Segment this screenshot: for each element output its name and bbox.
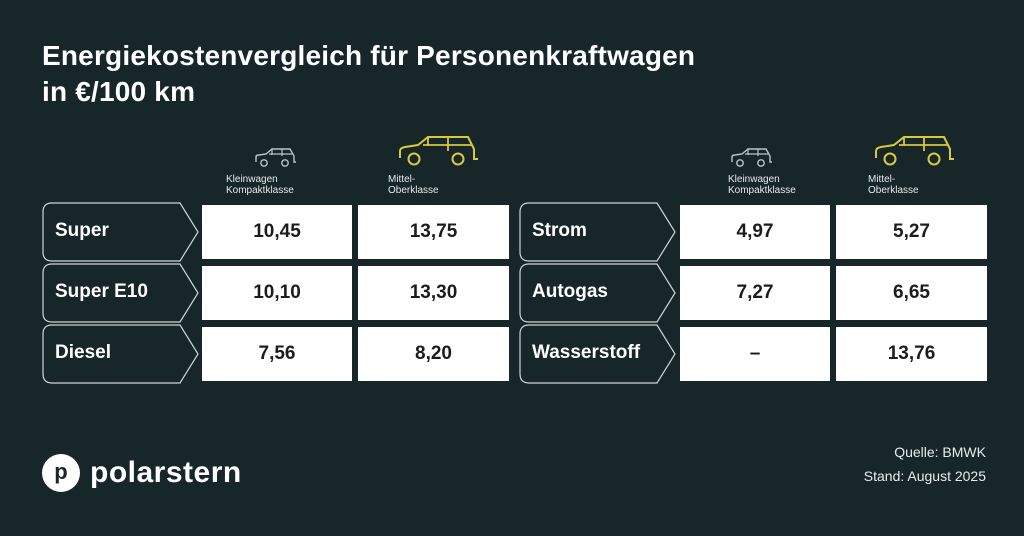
- fuel-label-strom: Strom: [519, 202, 677, 262]
- column-header-large-left: Mittel- Oberklasse: [388, 134, 482, 196]
- column-label-line1: Mittel-: [388, 174, 416, 185]
- column-label-line1: Mittel-: [868, 174, 896, 185]
- fuel-label-super: Super: [42, 202, 200, 262]
- column-header-large-right: Mittel- Oberklasse: [868, 134, 958, 196]
- source-note: Quelle: BMWK Stand: August 2025: [864, 440, 986, 488]
- brand-name: polarstern: [90, 456, 242, 489]
- date-line: Stand: August 2025: [863, 468, 986, 484]
- cell-wasserstoff-small: –: [680, 327, 830, 381]
- column-label-line2: Kompaktklasse: [226, 185, 294, 196]
- cell-super-e10-small: 10,10: [202, 266, 352, 320]
- cell-diesel-large: 8,20: [358, 327, 509, 381]
- source-line: Quelle: BMWK: [894, 444, 986, 460]
- fuel-label-diesel: Diesel: [42, 324, 200, 384]
- fuel-label-wasserstoff: Wasserstoff: [519, 324, 677, 384]
- car-large-icon: [875, 136, 954, 166]
- fuel-label-autogas: Autogas: [519, 263, 677, 323]
- title-line-2: in €/100 km: [42, 76, 196, 107]
- cell-super-small: 10,45: [202, 205, 352, 259]
- fuel-label-super-e10: Super E10: [42, 263, 200, 323]
- cell-wasserstoff-large: 13,76: [836, 327, 987, 381]
- cell-autogas-small: 7,27: [680, 266, 830, 320]
- cell-super-e10-large: 13,30: [358, 266, 509, 320]
- column-label-line1: Kleinwagen: [226, 174, 278, 185]
- column-label-line2: Oberklasse: [388, 185, 439, 196]
- column-header-small-right: Kleinwagen Kompaktklasse: [728, 146, 796, 196]
- cell-strom-large: 5,27: [836, 205, 987, 259]
- column-label-line2: Kompaktklasse: [728, 185, 796, 196]
- brand-logo: p polarstern: [42, 454, 242, 492]
- column-label-line1: Kleinwagen: [728, 174, 780, 185]
- logo-p-icon: p: [42, 454, 80, 492]
- car-small-icon: [731, 148, 772, 167]
- column-header-small-left: Kleinwagen Kompaktklasse: [226, 146, 300, 196]
- column-label-line2: Oberklasse: [868, 185, 919, 196]
- car-small-icon: [255, 148, 296, 167]
- title-line-1: Energiekostenvergleich für Personenkraft…: [42, 40, 696, 71]
- car-large-icon: [399, 136, 478, 166]
- cell-autogas-large: 6,65: [836, 266, 987, 320]
- cell-super-large: 13,75: [358, 205, 509, 259]
- cell-strom-small: 4,97: [680, 205, 830, 259]
- page-title: Energiekostenvergleich für Personenkraft…: [42, 38, 695, 110]
- cell-diesel-small: 7,56: [202, 327, 352, 381]
